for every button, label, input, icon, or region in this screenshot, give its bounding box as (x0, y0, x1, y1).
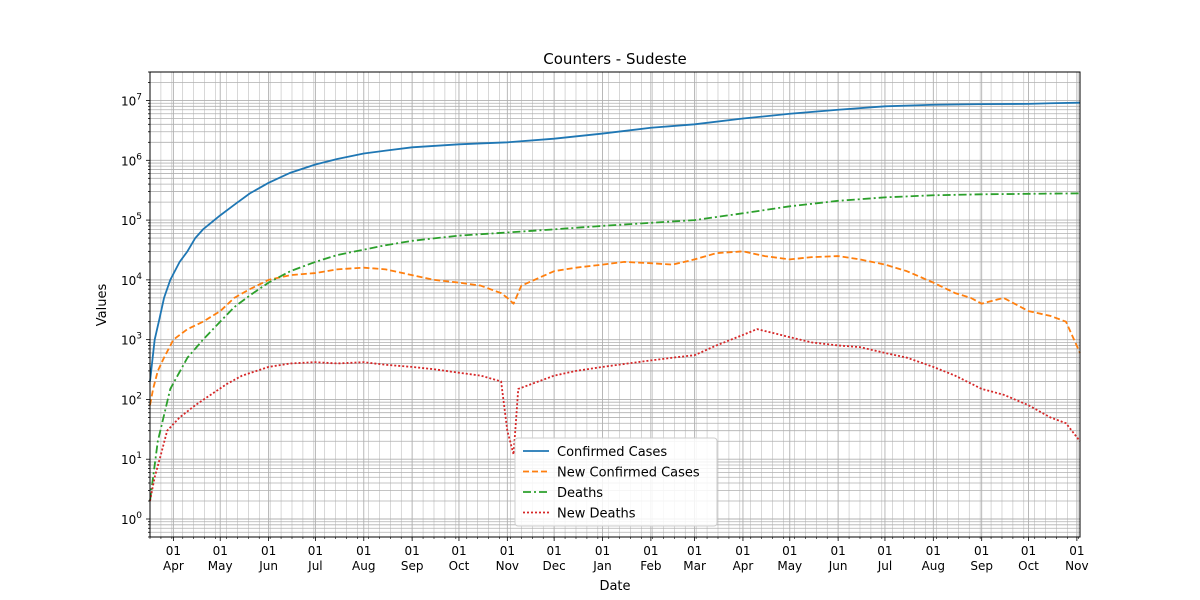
x-tick-day-label: 01 (261, 544, 276, 558)
y-tick-label: 106 (121, 152, 142, 168)
x-tick-day-label: 01 (643, 544, 658, 558)
y-tick-label: 101 (121, 451, 142, 467)
series-line-0 (149, 101, 1081, 382)
x-tick-day-label: 01 (166, 544, 181, 558)
x-tick-month-label: Aug (922, 559, 945, 573)
chart-title: Counters - Sudeste (543, 50, 686, 68)
y-tick-label: 105 (121, 212, 142, 228)
x-tick-month-label: Oct (1018, 559, 1039, 573)
x-tick-month-label: Dec (543, 559, 566, 573)
x-axis-label: Date (599, 579, 630, 594)
legend-label: Confirmed Cases (557, 445, 667, 460)
legend-label: New Deaths (557, 507, 636, 522)
x-tick-month-label: Sep (401, 559, 424, 573)
x-tick-day-label: 01 (1021, 544, 1036, 558)
y-tick-label: 100 (121, 511, 142, 527)
legend-label: New Confirmed Cases (557, 466, 700, 481)
x-tick-day-label: 01 (877, 544, 892, 558)
y-tick-label: 103 (121, 332, 142, 348)
x-tick-day-label: 01 (782, 544, 797, 558)
y-tick-label: 104 (121, 272, 142, 288)
x-tick-day-label: 01 (451, 544, 466, 558)
x-tick-day-label: 01 (213, 544, 228, 558)
x-tick-day-label: 01 (405, 544, 420, 558)
plot-frame (149, 71, 1081, 538)
y-tick-label: 107 (121, 93, 142, 109)
x-tick-day-label: 01 (926, 544, 941, 558)
x-tick-month-label: Mar (683, 559, 706, 573)
x-tick-day-label: 01 (1069, 544, 1084, 558)
x-tick-day-label: 01 (547, 544, 562, 558)
legend: Confirmed Cases New Confirmed Cases Deaths… (514, 437, 718, 527)
x-tick-month-label: Jun (258, 559, 278, 573)
x-tick-month-label: Apr (733, 559, 754, 573)
x-tick-month-label: Apr (163, 559, 184, 573)
x-tick-month-label: May (777, 559, 802, 573)
x-tick-day-label: 01 (595, 544, 610, 558)
x-tick-day-label: 01 (687, 544, 702, 558)
x-tick-month-label: Sep (970, 559, 993, 573)
x-tick-day-label: 01 (308, 544, 323, 558)
x-tick-month-label: Nov (1065, 559, 1088, 573)
legend-label: Deaths (557, 486, 603, 501)
series-line-1 (149, 250, 1081, 406)
x-tick-month-label: Jul (307, 559, 322, 573)
x-tick-month-label: Feb (640, 559, 661, 573)
y-tick-label: 102 (121, 391, 142, 407)
legend-box (514, 437, 718, 527)
y-axis: 100 101 102 103 104 105 106 107 (121, 71, 150, 538)
x-tick-month-label: Jul (877, 559, 892, 573)
x-tick-day-label: 01 (830, 544, 845, 558)
x-tick-day-label: 01 (500, 544, 515, 558)
series-layer (149, 101, 1081, 502)
x-tick-month-label: Aug (352, 559, 375, 573)
x-tick-day-label: 01 (974, 544, 989, 558)
x-tick-day-label: 01 (735, 544, 750, 558)
x-tick-month-label: Jan (592, 559, 612, 573)
x-tick-month-label: Oct (449, 559, 470, 573)
x-tick-month-label: Nov (496, 559, 519, 573)
x-tick-month-label: May (208, 559, 233, 573)
x-tick-month-label: Jun (828, 559, 848, 573)
y-axis-label: Values (95, 284, 110, 327)
x-tick-day-label: 01 (356, 544, 371, 558)
series-line-2 (149, 192, 1081, 502)
x-axis: 01Apr01May01Jun01Jul01Aug01Sep01Oct01Nov… (149, 537, 1089, 573)
